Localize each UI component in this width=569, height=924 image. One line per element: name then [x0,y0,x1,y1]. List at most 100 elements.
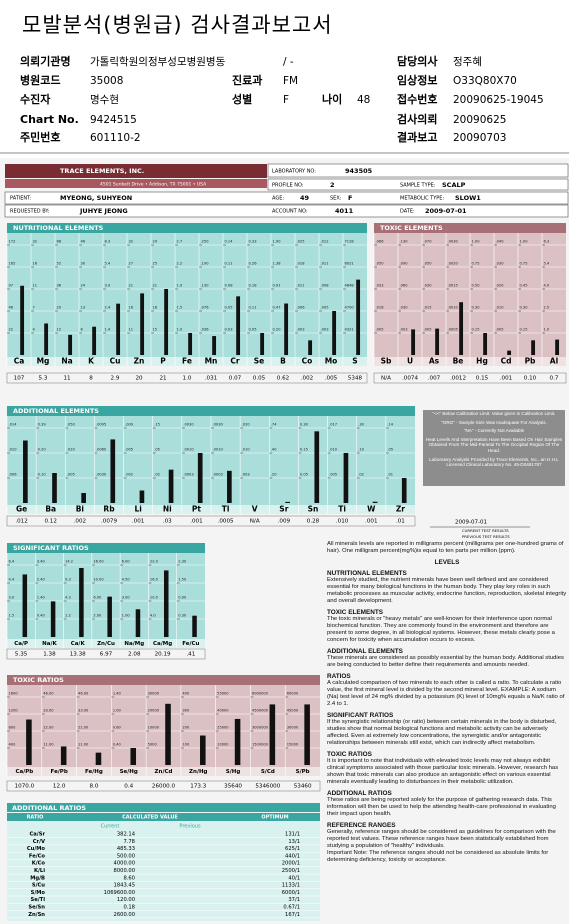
scale-label: 1.0 [177,328,183,332]
scale-label: .40 [271,448,277,452]
ratio-optimum: 37/1 [288,897,300,903]
scale-label: 10000 [217,743,229,747]
info-label: 진료과 [232,73,262,87]
scale-label: 200 [182,726,190,730]
scale-label: .030 [400,306,409,310]
bar [192,615,197,637]
value-row [373,372,567,384]
scale-label: 3.0 [9,596,15,600]
ratio-optimum: 167/1 [285,912,300,918]
item-name: Ba [45,505,56,514]
item-name: S/Hg [226,769,241,775]
item-value: 173.3 [190,784,206,790]
scale-label: .018 [376,306,385,310]
field-box [267,178,569,191]
item-value: 0.4 [124,784,133,790]
panel-header [7,223,367,233]
scale-label: 2.4 [105,306,111,310]
scale-label: 0.30 [520,306,529,310]
scale-label: .050 [67,423,76,427]
item-name: Na [61,357,72,366]
scale-label: .05 [387,448,393,452]
scale-label: 1200 [9,709,19,713]
scale-label: 0.30 [472,306,481,310]
field-label: ACCOUNT NO: [272,209,308,215]
item-value: 0.62 [277,376,289,382]
item-name: Ge [16,505,27,514]
item-value: .0079 [101,519,117,525]
item-value: .007 [428,376,441,382]
ratio-name: K/Li [34,868,45,874]
item-value: 5.35 [15,652,28,658]
scale-label: 3.9 [105,284,111,288]
scale-label: .02 [358,473,364,477]
scale-label: 40000 [217,709,229,713]
table-heading: RATIO [27,815,44,821]
info-label: Chart No. [20,113,79,126]
scale-label: .066 [376,240,385,244]
scale-label: 165 [9,262,16,266]
scale-label: 0.40 [113,743,122,747]
item-value: .03 [163,519,172,525]
item-value: 0.05 [253,376,266,382]
item-name: Be [453,357,464,366]
company-address: 4501 Sunbelt Drive • Addison, TX 75001 •… [100,182,207,188]
scale-label: .008 [321,284,330,288]
field-label: DATE: [400,209,415,215]
table-heading: OPTIMUM [261,815,288,821]
notes-body: A calculated comparison of two minerals … [327,680,565,707]
address-bar [5,179,267,188]
scale-label: .005 [321,306,329,310]
scale-label: 22.00 [78,726,89,730]
field-label: SEX: [330,196,342,202]
panel-header [7,406,415,416]
scale-label: 4700 [345,306,355,310]
info-value: 가톨릭학원의정부성모병원병동 [90,56,226,68]
scale-label: 8.3 [105,240,111,244]
scale-label: 1.4 [105,328,111,332]
info-label: 의뢰기관명 [20,54,71,68]
field-value: 2 [330,181,335,189]
ratio-optimum: 13/1 [288,839,300,845]
ratio-name: Zn/Sn [28,912,45,918]
scale-label: 172 [9,240,16,244]
item-name: Fe [182,357,192,366]
bar [531,340,536,355]
scale-label: 800 [9,726,17,730]
ratio-current: 1843.45 [114,883,135,889]
page-title: 모발분석(병원급) 검사결과보고서 [22,13,333,37]
scale-label: 97 [9,284,14,288]
scale-label: .0030 [213,423,224,427]
bar [308,340,313,355]
scale-label: .090 [400,262,409,266]
ratio-name: K/Co [32,861,46,867]
scale-label: 0.33 [249,240,257,244]
item-name: S [352,357,357,366]
ratio-optimum: 0.67/1 [283,905,300,911]
scale-label: 7 [33,306,35,310]
scale-label: 400 [9,743,17,747]
scale-label: .005 [67,473,75,477]
scale-label: .011 [321,262,329,266]
scale-label: 20 [57,306,62,310]
bar [116,303,121,355]
panel-header [7,675,320,685]
scale-label: .070 [424,240,433,244]
scale-label: 21 [153,284,158,288]
item-value: .001 [132,519,145,525]
item-value: 1.38 [43,652,56,658]
scale-label: 0.20 [38,448,47,452]
scale-label: 5.4 [105,262,111,266]
ratio-current: 7.78 [123,839,135,845]
bar [140,293,145,355]
info-label: 결과보고 [397,130,437,144]
info-value: O33Q80X70 [453,75,517,87]
field-box [267,163,569,178]
item-value: .41 [186,652,195,658]
item-value: 0.7 [550,376,559,382]
scale-label: 33.00 [43,709,54,713]
scale-label: 0.40 [37,614,46,618]
info-label: 수진자 [20,92,51,106]
scale-label: 0.45 [520,284,528,288]
